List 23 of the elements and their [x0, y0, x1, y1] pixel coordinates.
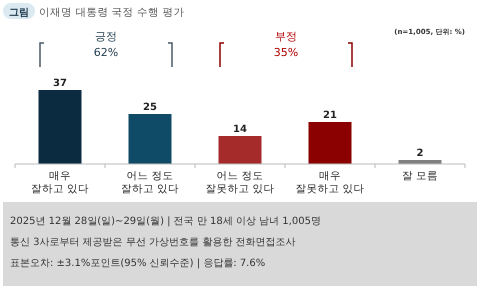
bar: [38, 90, 82, 164]
chart-title: 이재명 대통령 국정 수행 평가: [39, 6, 184, 18]
text: 통신 3사로부터 제공받은 무선 가상번호를 활용한 전화면접조사: [10, 237, 296, 248]
text: 2025년 12월 28일(일)~29일(월) | 전국 만 18세 이상 남녀 1,005명: [10, 216, 321, 227]
text: 62%: [94, 46, 118, 59]
bar: [128, 114, 172, 164]
x-tick-label: 어느 정도 잘못하고 있다: [205, 170, 275, 195]
x-tick-label: 매우 잘하고 있다: [30, 170, 90, 195]
x-tick-label: 매우 잘못하고 있다: [295, 170, 365, 195]
data-label: 14: [233, 124, 247, 135]
data-label: 25: [143, 102, 157, 113]
data-label: 21: [323, 110, 337, 121]
data-label: 37: [53, 78, 67, 89]
text: 긍정: [95, 30, 117, 43]
bar: [308, 122, 352, 164]
text: 그림: [9, 8, 29, 18]
x-tick-label: 어느 정도 잘하고 있다: [120, 170, 180, 195]
x-tick-label: 잘 모름: [402, 170, 438, 182]
text: 35%: [274, 46, 298, 59]
data-label: 2: [416, 148, 424, 159]
text: 부정: [275, 30, 297, 43]
bar: [218, 136, 262, 164]
text: 표본오차: ±3.1%포인트(95% 신뢰수준) | 응답률: 7.6%: [10, 258, 266, 269]
